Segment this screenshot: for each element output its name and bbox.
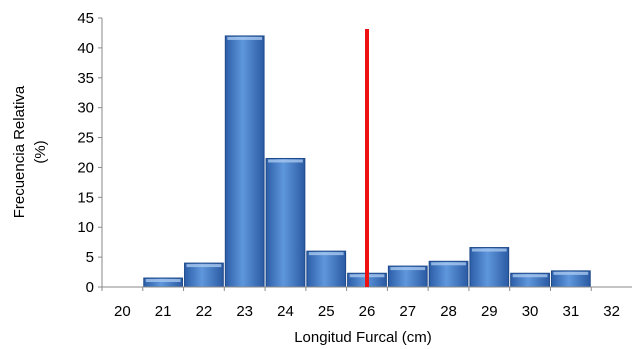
x-tick-label-28: 28 [440, 303, 457, 320]
y-tick-label-25: 25 [77, 130, 94, 147]
bar-highlight-29 [471, 248, 507, 252]
x-tick-label-27: 27 [399, 303, 416, 320]
x-tick-label-22: 22 [196, 303, 213, 320]
bar-29 [469, 247, 510, 288]
y-tick-labels: 0 5 10 15 20 25 30 35 40 45 [77, 10, 102, 296]
bar-highlight-31 [553, 271, 589, 275]
y-tick-label-35: 35 [77, 70, 94, 87]
y-tick-label-15: 15 [77, 189, 94, 206]
x-tick-label-25: 25 [318, 303, 335, 320]
bar-25 [306, 250, 347, 288]
y-axis-title-line1: Frecuencia Relativa [11, 85, 28, 218]
bars-group [143, 35, 591, 288]
x-tick-labels: 20 21 22 23 24 25 26 27 28 29 30 31 32 [101, 287, 620, 320]
bar-highlight-23 [227, 36, 263, 40]
y-tick-label-10: 10 [77, 219, 94, 236]
bar-highlight-21 [145, 279, 181, 283]
bar-highlight-24 [268, 159, 303, 163]
x-tick-label-32: 32 [603, 303, 620, 320]
y-tick-label-30: 30 [77, 100, 94, 117]
x-tick-label-20: 20 [114, 303, 131, 320]
bar-highlight-25 [308, 252, 344, 256]
bar-23 [224, 35, 265, 288]
y-axis-title-line2: (%) [32, 140, 49, 163]
y-tick-label-0: 0 [86, 279, 94, 296]
y-tick-label-40: 40 [77, 40, 94, 57]
x-tick-label-23: 23 [236, 303, 253, 320]
x-tick-label-26: 26 [359, 303, 376, 320]
x-tick-label-21: 21 [155, 303, 172, 320]
x-tick-label-24: 24 [277, 303, 294, 320]
x-axis-title: Longitud Furcal (cm) [294, 329, 432, 346]
x-tick-label-30: 30 [522, 303, 539, 320]
bar-highlight-28 [431, 262, 466, 266]
bar-highlight-22 [186, 264, 222, 268]
y-tick-label-5: 5 [86, 249, 94, 266]
y-tick-label-45: 45 [77, 10, 94, 27]
x-tick-label-31: 31 [563, 303, 580, 320]
bar-highlight-27 [390, 267, 426, 271]
y-tick-label-20: 20 [77, 159, 94, 176]
x-tick-label-29: 29 [481, 303, 498, 320]
bar-24 [265, 157, 306, 288]
bar-highlight-30 [512, 274, 548, 278]
